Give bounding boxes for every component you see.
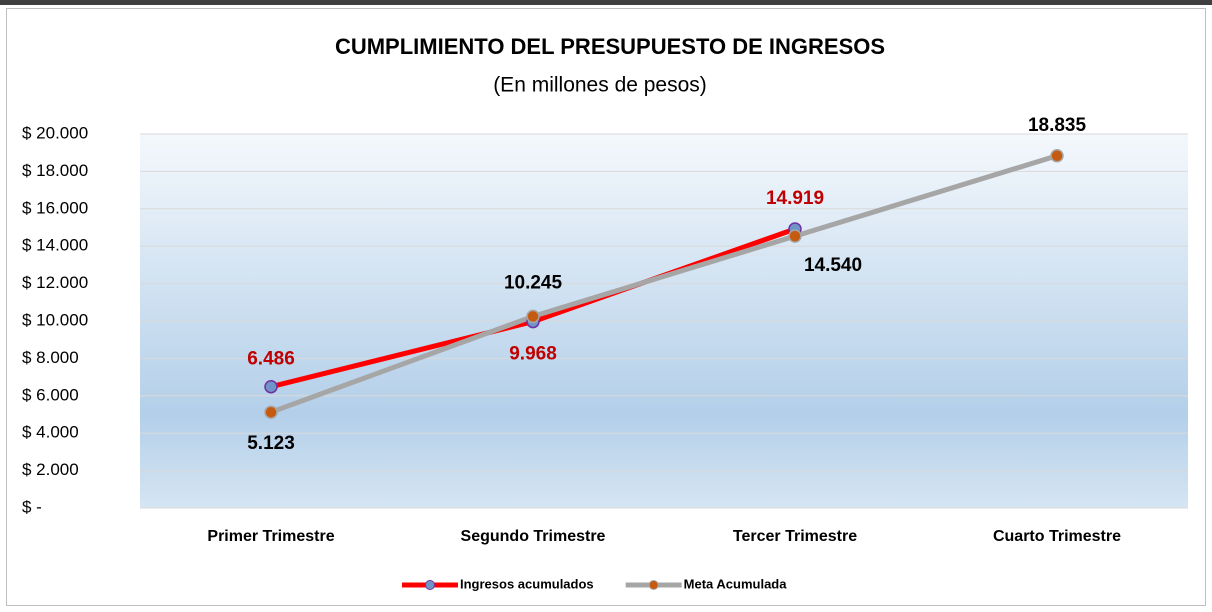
marker (526, 309, 540, 324)
data-label: 5.123 (247, 433, 295, 454)
x-tick-label: Tercer Trimestre (733, 528, 857, 545)
x-tick-label: Cuarto Trimestre (993, 528, 1121, 545)
marker (788, 229, 802, 243)
legend-label: Meta Acumulada (684, 576, 788, 591)
chart-title: CUMPLIMIENTO DEL PRESUPUESTO DE INGRESOS (335, 34, 885, 59)
data-label: 6.486 (247, 349, 295, 370)
y-tick-label: $ 18.000 (22, 161, 88, 180)
marker (1050, 149, 1064, 163)
legend-marker (648, 580, 659, 590)
x-tick-label: Primer Trimestre (207, 528, 334, 545)
y-tick-label: $ 16.000 (22, 198, 88, 217)
legend-marker (425, 580, 435, 590)
y-tick-label: $ 12.000 (22, 273, 88, 292)
y-tick-label: $ 20.000 (22, 123, 88, 142)
series-line (270, 153, 1058, 415)
y-tick-label: $ - (22, 497, 42, 516)
marker (264, 405, 278, 419)
y-tick-label: $ 2.000 (22, 460, 79, 479)
legend-label: Ingresos acumulados (460, 576, 594, 591)
y-tick-label: $ 8.000 (22, 348, 79, 367)
y-tick-label: $ 6.000 (22, 385, 79, 404)
x-tick-label: Segundo Trimestre (461, 528, 606, 545)
data-label: 10.245 (504, 272, 563, 293)
chart-subtitle: (En millones de pesos) (493, 74, 707, 97)
y-tick-label: $ 10.000 (22, 310, 88, 329)
data-label: 14.540 (804, 255, 862, 276)
data-label: 18.835 (1028, 115, 1087, 136)
y-tick-label: $ 14.000 (22, 236, 88, 255)
y-tick-label: $ 4.000 (22, 423, 79, 442)
data-label: 14.919 (766, 188, 824, 209)
data-label: 9.968 (509, 344, 557, 365)
top-bar (0, 0, 1212, 5)
marker (264, 379, 278, 394)
